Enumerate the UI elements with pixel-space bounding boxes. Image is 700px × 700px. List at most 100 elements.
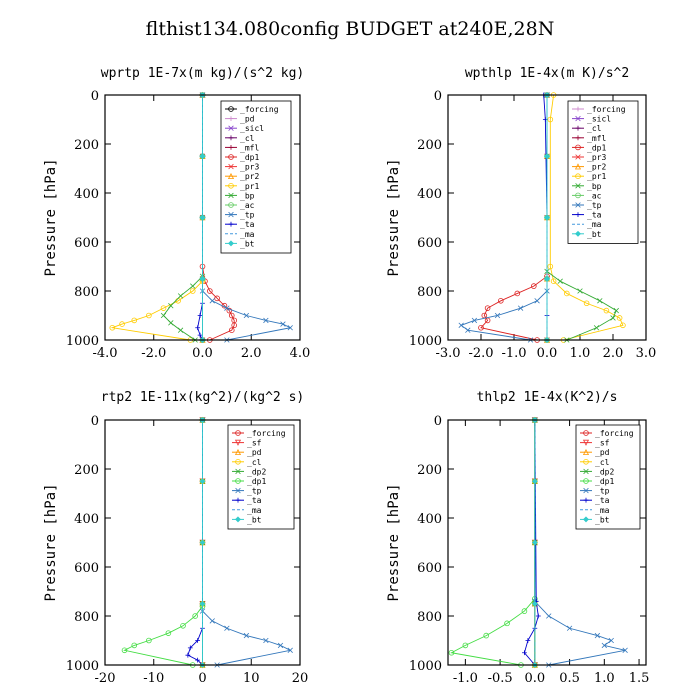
x-tick-label: -4.0 [92, 346, 117, 361]
x-tick-label: -20 [95, 671, 116, 686]
x-tick-label: 2.0 [603, 346, 624, 361]
legend-label: _tp [240, 211, 255, 220]
y-tick-label: 600 [417, 236, 442, 251]
y-tick-label: 800 [74, 285, 99, 300]
legend-marker [575, 212, 581, 217]
data-point [214, 295, 220, 302]
series-pr1 [547, 92, 626, 343]
data-point [566, 625, 573, 631]
data-point [228, 312, 235, 319]
legend-label: _tp [587, 201, 602, 210]
series-bt [199, 92, 206, 343]
legend-marker [228, 192, 234, 199]
data-point [228, 327, 235, 334]
legend-label: _dp1 [247, 477, 266, 486]
data-point [544, 153, 550, 160]
legend-label: _mfl [240, 143, 259, 152]
legend-label: _ma [240, 230, 255, 239]
data-point [189, 288, 196, 294]
legend-marker [575, 125, 581, 131]
y-tick-label: 400 [74, 187, 99, 202]
legend-marker [574, 163, 582, 170]
data-point [209, 298, 215, 304]
legend-label: _ta [247, 496, 262, 505]
x-tick-label: 0.5 [559, 671, 580, 686]
x-tick-label: 4.0 [290, 346, 311, 361]
legend-label: _dp1 [595, 477, 614, 486]
plot-frame [104, 419, 301, 666]
data-point [168, 303, 174, 309]
legend-label: _ta [240, 220, 255, 229]
y-axis-label: Pressure [hPa] [386, 158, 402, 276]
y-tick-label: 600 [74, 561, 99, 576]
series-line [110, 95, 203, 341]
legend-marker [227, 172, 235, 179]
data-point [563, 290, 570, 297]
legend-marker [228, 145, 234, 150]
legend-marker [235, 458, 241, 465]
data-point [613, 307, 619, 314]
data-point [514, 290, 521, 297]
x-tick-label: -1.0 [501, 346, 526, 361]
data-point [465, 327, 471, 333]
legend-marker [575, 192, 581, 199]
legend-marker [235, 516, 241, 523]
legend-marker [234, 448, 242, 455]
legend-marker [235, 430, 241, 436]
panel-title: wprtp 1E-7x(m kg)/(s^2 kg) [101, 66, 305, 81]
legend-label: _dp2 [595, 467, 614, 476]
data-point [478, 324, 484, 331]
data-point [168, 320, 174, 326]
series-ta [522, 417, 541, 668]
y-tick-label: 0 [434, 414, 442, 429]
data-point [280, 321, 286, 327]
data-point [504, 620, 510, 627]
data-point [121, 647, 128, 654]
legend: _forcing_sf_pd_cl_dp2_dp1_tp_ta_ma_bt [227, 424, 295, 530]
x-tick-label: 0 [198, 671, 206, 686]
data-point [180, 622, 186, 629]
x-tick-label: 1.0 [570, 346, 591, 361]
y-tick-label: 1000 [409, 659, 442, 674]
legend-marker [228, 116, 234, 121]
legend-label: _pd [240, 115, 255, 124]
x-tick-label: 0.0 [537, 346, 558, 361]
legend-marker [228, 211, 234, 218]
data-point [177, 293, 184, 299]
data-point [483, 632, 490, 639]
legend-marker [228, 106, 234, 112]
data-point [458, 322, 464, 328]
legend-marker [228, 221, 234, 227]
legend-marker [582, 439, 590, 446]
series-line [460, 95, 548, 341]
data-point [160, 305, 167, 311]
data-point [593, 325, 600, 331]
plot-panel-2: wpthlp 1E-4x(m K)/s^2 Pressure [hPa] 0 200 4… [386, 66, 656, 361]
data-point [199, 153, 206, 160]
data-point [616, 315, 623, 321]
series-line [549, 94, 624, 341]
legend-marker [575, 144, 581, 151]
legend: _forcing_sf_pd_cl_dp2_dp1_tp_ta_ma_bt [575, 424, 641, 530]
legend-marker [583, 478, 589, 484]
legend-label: _ma [247, 506, 262, 515]
data-point [185, 652, 191, 658]
plot-panel-3: rtp2 1E-11x(kg^2)/(kg^2 s) Pressure [hPa]… [43, 390, 308, 686]
data-point [622, 647, 628, 653]
plot-frame [104, 94, 301, 341]
data-point [471, 317, 478, 324]
y-tick-label: 600 [417, 561, 442, 576]
y-tick-label: 400 [417, 512, 442, 527]
data-point [287, 647, 293, 653]
data-point [131, 642, 138, 649]
panel-title: rtp2 1E-11x(kg^2)/(kg^2 s) [101, 390, 305, 405]
legend-label: _mfl [587, 134, 606, 143]
y-tick-label: 200 [74, 463, 99, 478]
y-tick-label: 600 [74, 236, 99, 251]
data-point [195, 638, 201, 643]
data-point [146, 312, 152, 319]
series-dp1 [121, 417, 206, 668]
legend-marker [235, 497, 241, 503]
series-bt [199, 417, 206, 668]
x-tick-label: 3.0 [636, 346, 657, 361]
